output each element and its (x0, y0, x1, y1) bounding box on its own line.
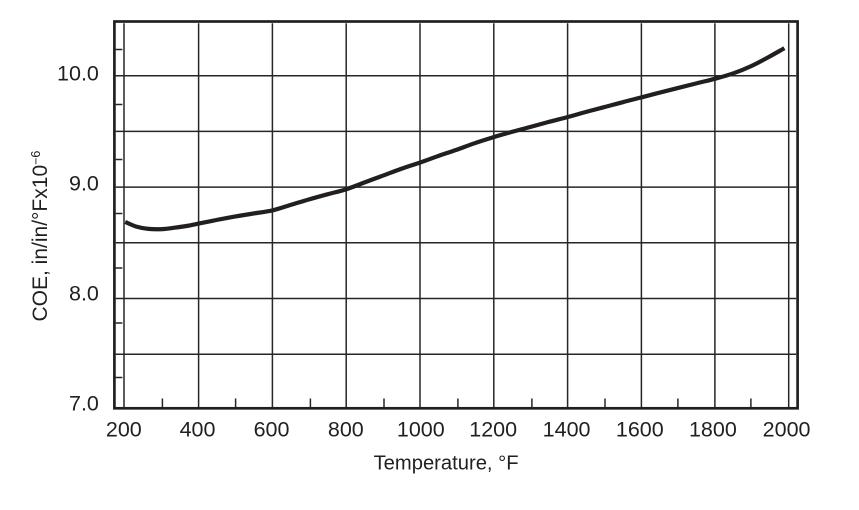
svg-text:1200: 1200 (469, 417, 517, 441)
svg-text:600: 600 (254, 417, 290, 441)
svg-text:8.0: 8.0 (69, 282, 99, 306)
svg-text:Temperature, °F: Temperature, °F (374, 453, 519, 475)
svg-text:10.0: 10.0 (57, 61, 99, 85)
svg-text:1600: 1600 (616, 417, 664, 441)
svg-text:2000: 2000 (763, 417, 811, 441)
svg-text:200: 200 (106, 417, 142, 441)
svg-text:1800: 1800 (689, 417, 737, 441)
svg-text:1000: 1000 (397, 417, 445, 441)
svg-text:7.0: 7.0 (69, 391, 99, 415)
svg-text:400: 400 (180, 417, 216, 441)
svg-text:800: 800 (328, 417, 364, 441)
svg-text:COE, in/in/°Fx10−6: COE, in/in/°Fx10−6 (29, 151, 52, 322)
svg-text:1400: 1400 (543, 417, 591, 441)
svg-text:9.0: 9.0 (69, 171, 99, 195)
